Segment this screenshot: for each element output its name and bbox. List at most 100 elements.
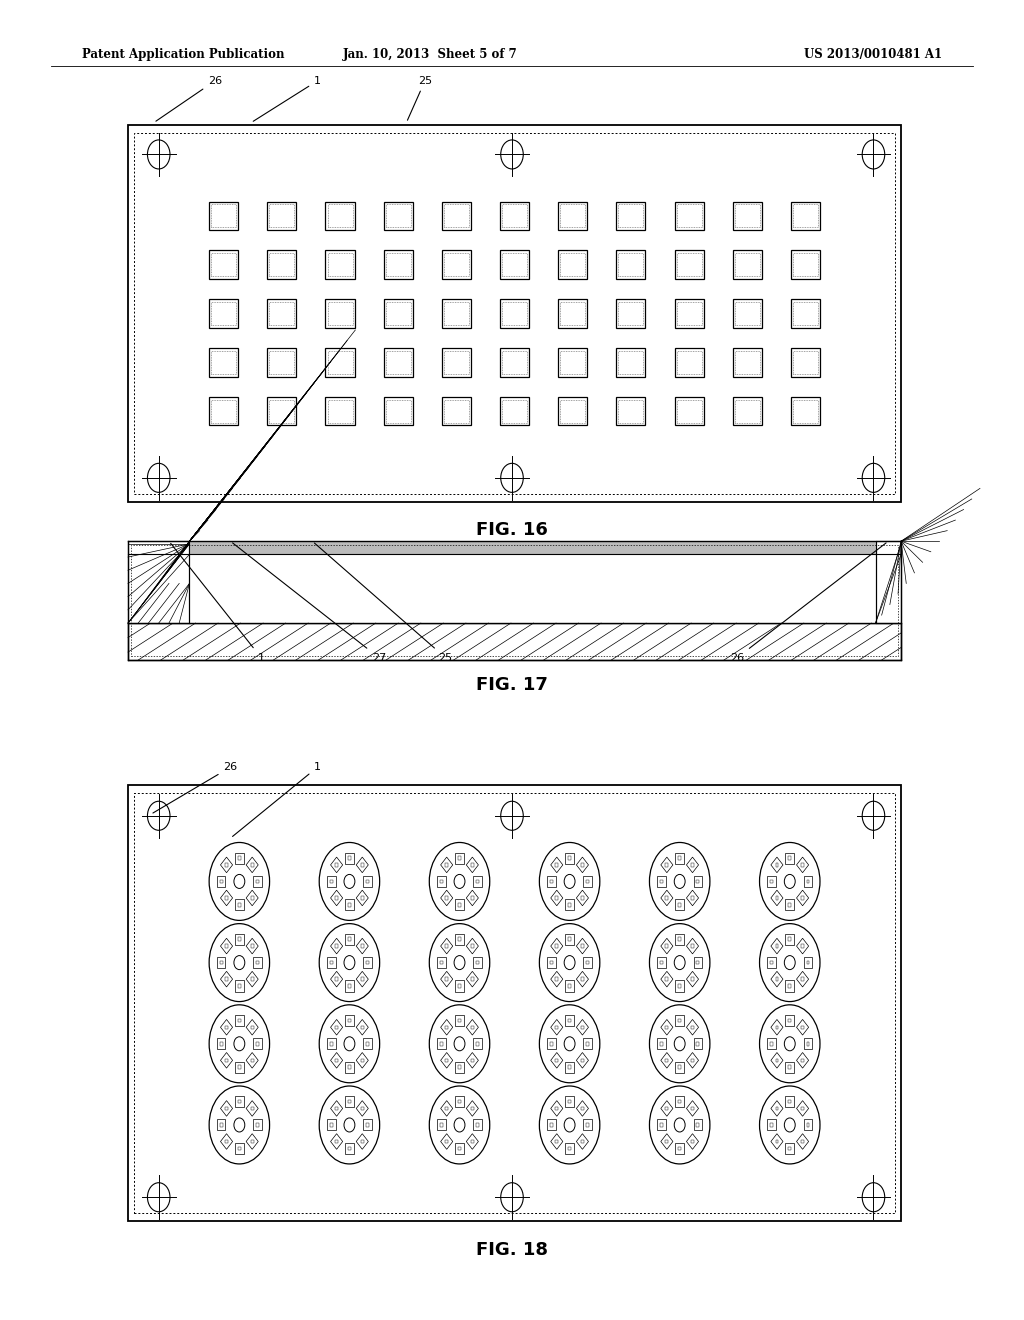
Bar [256, 961, 259, 965]
Bar [238, 937, 241, 941]
Bar [443, 253, 469, 276]
Bar [458, 937, 461, 941]
Bar [618, 351, 643, 374]
Text: 25: 25 [408, 75, 432, 120]
Bar [775, 1059, 778, 1063]
Bar [225, 863, 228, 867]
Bar [807, 1123, 809, 1127]
Bar [666, 977, 669, 981]
Bar [502, 205, 527, 227]
Bar [675, 397, 703, 425]
Text: 26: 26 [156, 75, 222, 121]
Bar [251, 1059, 254, 1063]
Bar [791, 202, 820, 230]
Bar [471, 1026, 474, 1030]
Bar [348, 985, 351, 987]
Bar [471, 944, 474, 948]
Bar [458, 1019, 461, 1022]
Bar [587, 1123, 589, 1127]
Bar [458, 903, 461, 907]
Bar [335, 1139, 338, 1143]
Bar [581, 944, 584, 948]
Bar [225, 1026, 228, 1030]
Bar [386, 351, 411, 374]
Bar [328, 253, 352, 276]
Bar [788, 1019, 792, 1022]
Bar [801, 1026, 804, 1030]
Bar [807, 879, 809, 883]
Bar [616, 348, 645, 376]
Bar [238, 1100, 241, 1104]
Bar [445, 896, 449, 900]
Bar [568, 903, 571, 907]
Bar [793, 253, 818, 276]
Bar [587, 879, 589, 883]
Text: Jan. 10, 2013  Sheet 5 of 7: Jan. 10, 2013 Sheet 5 of 7 [343, 48, 517, 61]
Bar [211, 400, 237, 422]
Bar [581, 1059, 584, 1063]
Bar [696, 879, 699, 883]
Bar [384, 348, 413, 376]
Bar [384, 202, 413, 230]
Bar [269, 253, 294, 276]
Bar [660, 1123, 663, 1127]
Bar [691, 944, 694, 948]
Bar [677, 351, 701, 374]
Bar [360, 1026, 364, 1030]
Bar [691, 1106, 694, 1110]
Bar [581, 977, 584, 981]
Bar [220, 1123, 222, 1127]
Bar [788, 1100, 792, 1104]
Bar [500, 202, 529, 230]
Bar [587, 1041, 589, 1045]
Bar [677, 302, 701, 325]
Bar [251, 896, 254, 900]
Bar [616, 397, 645, 425]
Bar [675, 202, 703, 230]
Bar [386, 253, 411, 276]
Bar [678, 1147, 681, 1150]
Bar [330, 879, 333, 883]
Bar [269, 302, 294, 325]
Bar [691, 896, 694, 900]
Bar [458, 1065, 461, 1069]
Bar [209, 348, 239, 376]
Bar [675, 300, 703, 327]
Bar [555, 1026, 558, 1030]
Text: 27: 27 [232, 543, 386, 663]
Bar [476, 1123, 479, 1127]
Bar [558, 348, 588, 376]
Bar [328, 400, 352, 422]
Bar [267, 251, 296, 279]
Bar [335, 977, 338, 981]
Bar [360, 896, 364, 900]
Bar [211, 351, 237, 374]
Bar [225, 1106, 228, 1110]
Bar [211, 302, 237, 325]
Bar [555, 896, 558, 900]
Bar [211, 205, 237, 227]
Bar [735, 351, 760, 374]
Bar [775, 1026, 778, 1030]
Bar [735, 400, 760, 422]
Bar [502, 253, 527, 276]
Bar [555, 863, 558, 867]
Text: 26: 26 [730, 543, 886, 663]
Bar [443, 400, 469, 422]
Bar [445, 1026, 449, 1030]
Bar [660, 961, 663, 965]
Bar [238, 1147, 241, 1150]
Bar [238, 857, 241, 859]
Bar [367, 1123, 369, 1127]
Bar [733, 300, 762, 327]
Bar [220, 879, 222, 883]
Bar [666, 1139, 669, 1143]
Bar [801, 944, 804, 948]
Bar [348, 1100, 351, 1104]
Bar [876, 541, 901, 623]
Bar [616, 300, 645, 327]
Bar [807, 1041, 809, 1045]
Bar [691, 1139, 694, 1143]
Bar [458, 1147, 461, 1150]
Bar [251, 863, 254, 867]
